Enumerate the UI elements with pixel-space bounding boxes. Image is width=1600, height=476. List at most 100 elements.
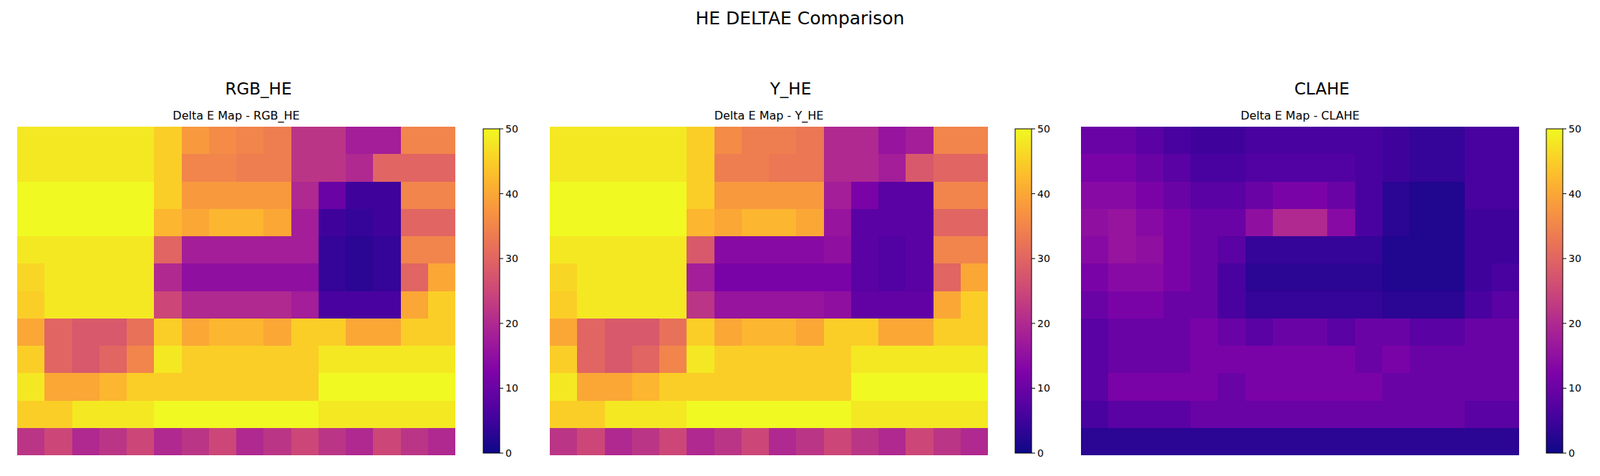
cell (181, 291, 210, 320)
cell (878, 318, 907, 347)
cell (768, 291, 797, 320)
cell (1108, 236, 1137, 265)
cell (345, 263, 374, 292)
cell (796, 345, 824, 374)
cell (428, 345, 456, 374)
cell (345, 428, 374, 456)
cell (851, 428, 880, 456)
cell (1382, 236, 1411, 265)
cell (428, 209, 456, 237)
cell (960, 345, 988, 374)
cell (686, 153, 715, 182)
cell (1300, 209, 1328, 237)
cell (126, 400, 155, 429)
cell (960, 263, 988, 292)
cell (1217, 209, 1246, 237)
cell (823, 291, 852, 320)
cell (263, 372, 292, 401)
cell (796, 428, 824, 456)
cell (1136, 181, 1165, 210)
cell (291, 372, 320, 401)
cell (960, 153, 988, 182)
cell (181, 181, 210, 210)
cell (153, 400, 182, 429)
cell (823, 181, 852, 210)
cell (1163, 372, 1192, 401)
cell (1136, 345, 1165, 374)
cell (741, 236, 770, 265)
cell (960, 236, 988, 265)
cell (1409, 153, 1438, 182)
colorbar-tick (1031, 193, 1036, 195)
cell (632, 236, 661, 265)
cell (372, 400, 401, 429)
cell (1136, 400, 1165, 429)
cell (345, 291, 374, 320)
cell (1464, 291, 1493, 320)
cell (72, 209, 101, 237)
cell (126, 263, 155, 292)
panel: Y_HEDelta E Map - Y_HE01020304050 (549, 79, 1051, 459)
colorbar (1015, 128, 1032, 454)
heatmap (549, 126, 988, 456)
cell (1300, 126, 1328, 155)
cell (1382, 263, 1411, 292)
cell (768, 318, 797, 347)
cell (345, 126, 374, 155)
cell (659, 181, 688, 210)
cell (400, 181, 429, 210)
cell (768, 400, 797, 429)
cell (768, 345, 797, 374)
cell (659, 318, 688, 347)
cell (1136, 318, 1165, 347)
cell (905, 236, 934, 265)
cell (796, 181, 824, 210)
cell (1080, 428, 1109, 456)
cell (209, 400, 237, 429)
cell (345, 209, 374, 237)
cell (428, 318, 456, 347)
cell (632, 263, 661, 292)
cell (1382, 126, 1411, 155)
cell (1327, 153, 1356, 182)
cell (1245, 400, 1274, 429)
cell (796, 372, 824, 401)
cell (1436, 400, 1465, 429)
cell (632, 153, 661, 182)
figure: HE DELTAE ComparisonRGB_HEDelta E Map - … (0, 0, 1600, 476)
cell (209, 209, 237, 237)
cell (960, 291, 988, 320)
cell (1491, 153, 1520, 182)
colorbar-tick (499, 258, 504, 260)
cell (1108, 318, 1137, 347)
cell (1080, 400, 1109, 429)
cell (796, 263, 824, 292)
cell (99, 153, 128, 182)
cell (1491, 236, 1520, 265)
cell (933, 428, 962, 456)
cell (933, 181, 962, 210)
cell (1491, 318, 1520, 347)
cell (372, 291, 401, 320)
cell (604, 372, 633, 401)
cell (291, 236, 320, 265)
cell (1245, 372, 1274, 401)
cell (99, 345, 128, 374)
cell (714, 126, 743, 155)
cell (17, 291, 46, 320)
cell (1163, 428, 1192, 456)
cell (44, 318, 73, 347)
cell (549, 181, 578, 210)
cell (604, 400, 633, 429)
panel-subtitle: Delta E Map - RGB_HE (172, 108, 300, 124)
cell (1190, 428, 1219, 456)
cell (126, 291, 155, 320)
cell (17, 400, 46, 429)
panel-title: CLAHE (1294, 79, 1350, 99)
cell (714, 263, 743, 292)
cell (768, 236, 797, 265)
cell (714, 318, 743, 347)
cell (345, 181, 374, 210)
cell (823, 209, 852, 237)
cell (632, 291, 661, 320)
